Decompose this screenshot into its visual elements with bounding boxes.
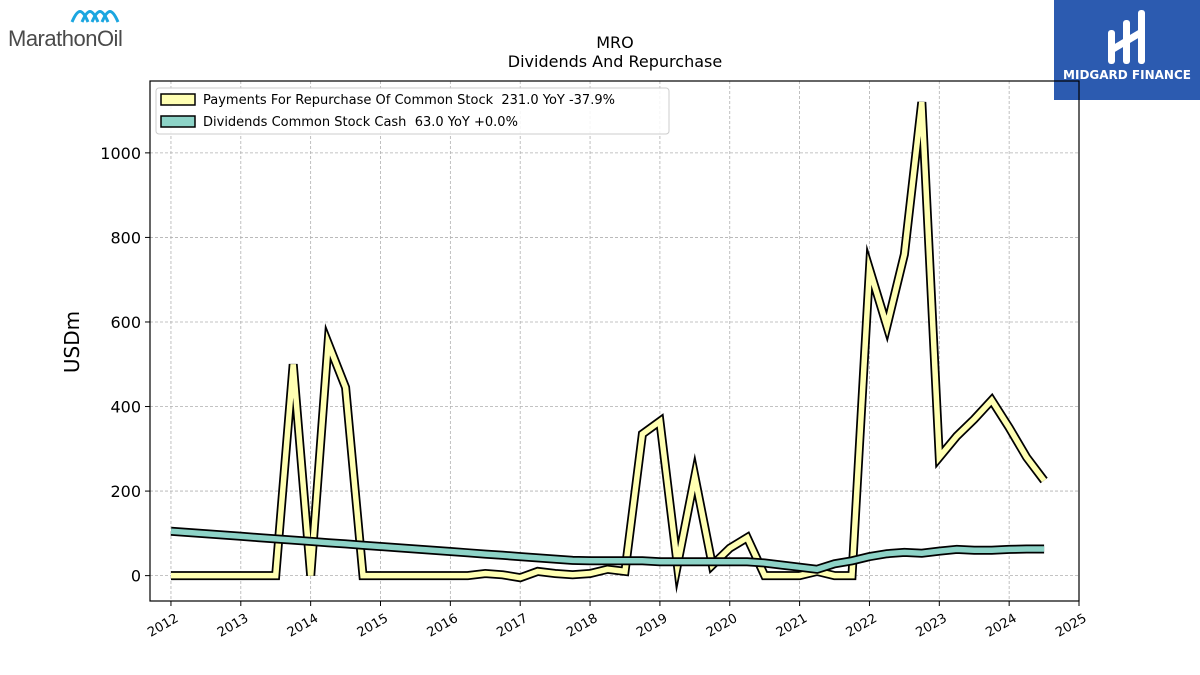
x-tick-label: 2025 [1053, 611, 1089, 641]
midgard-finance-logo: MIDGARD FINANCE [1054, 0, 1200, 100]
y-tick-label: 600 [110, 313, 141, 332]
x-tick-label: 2016 [425, 611, 461, 641]
x-tick-label: 2019 [634, 611, 670, 641]
grid-lines [150, 81, 1080, 601]
y-tick-label: 1000 [100, 144, 141, 163]
y-axis-ticks: 0 200 400 600 800 1000 [100, 144, 150, 586]
y-tick-label: 0 [131, 567, 141, 586]
legend-swatch-repurchase [160, 93, 196, 106]
x-tick-label: 2014 [285, 611, 321, 641]
x-tick-label: 2021 [774, 611, 810, 641]
marathon-wave-icon [70, 10, 120, 23]
y-axis-label: USDm [60, 311, 84, 373]
legend: Payments For Repurchase Of Common Stock … [155, 87, 670, 135]
legend-label-repurchase: Payments For Repurchase Of Common Stock … [203, 93, 615, 108]
y-tick-label: 200 [110, 482, 141, 501]
x-tick-label: 2022 [844, 611, 880, 641]
marathon-oil-wordmark: MarathonOil [8, 26, 123, 51]
marathon-oil-logo: MarathonOil [8, 6, 168, 52]
x-tick-label: 2024 [983, 611, 1019, 641]
x-tick-label: 2013 [215, 611, 251, 641]
series-line-1 [170, 528, 1045, 573]
x-tick-label: 2015 [355, 611, 391, 641]
midgard-finance-wordmark: MIDGARD FINANCE [1063, 68, 1191, 82]
midgard-mark-icon [1108, 10, 1145, 64]
x-tick-label: 2018 [564, 611, 600, 641]
plot-frame [149, 80, 1080, 602]
x-axis-ticks: 2012 2013 2014 2015 2016 2017 2018 2019 2020 2021… [145, 601, 1089, 641]
series-lines [170, 101, 1048, 594]
legend-swatch-dividends [160, 115, 196, 128]
x-tick-label: 2023 [914, 611, 950, 641]
series-line-0 [171, 101, 1047, 583]
y-tick-label: 800 [110, 228, 141, 247]
legend-box [155, 87, 670, 135]
x-tick-label: 2020 [704, 611, 740, 641]
x-tick-label: 2017 [494, 611, 530, 641]
x-tick-label: 2012 [145, 611, 181, 641]
chart-subtitle: Dividends And Repurchase [508, 52, 722, 71]
chart-title: MRO [596, 33, 634, 52]
y-tick-label: 400 [110, 398, 141, 417]
legend-label-dividends: Dividends Common Stock Cash 63.0 YoY +0.… [203, 115, 518, 130]
